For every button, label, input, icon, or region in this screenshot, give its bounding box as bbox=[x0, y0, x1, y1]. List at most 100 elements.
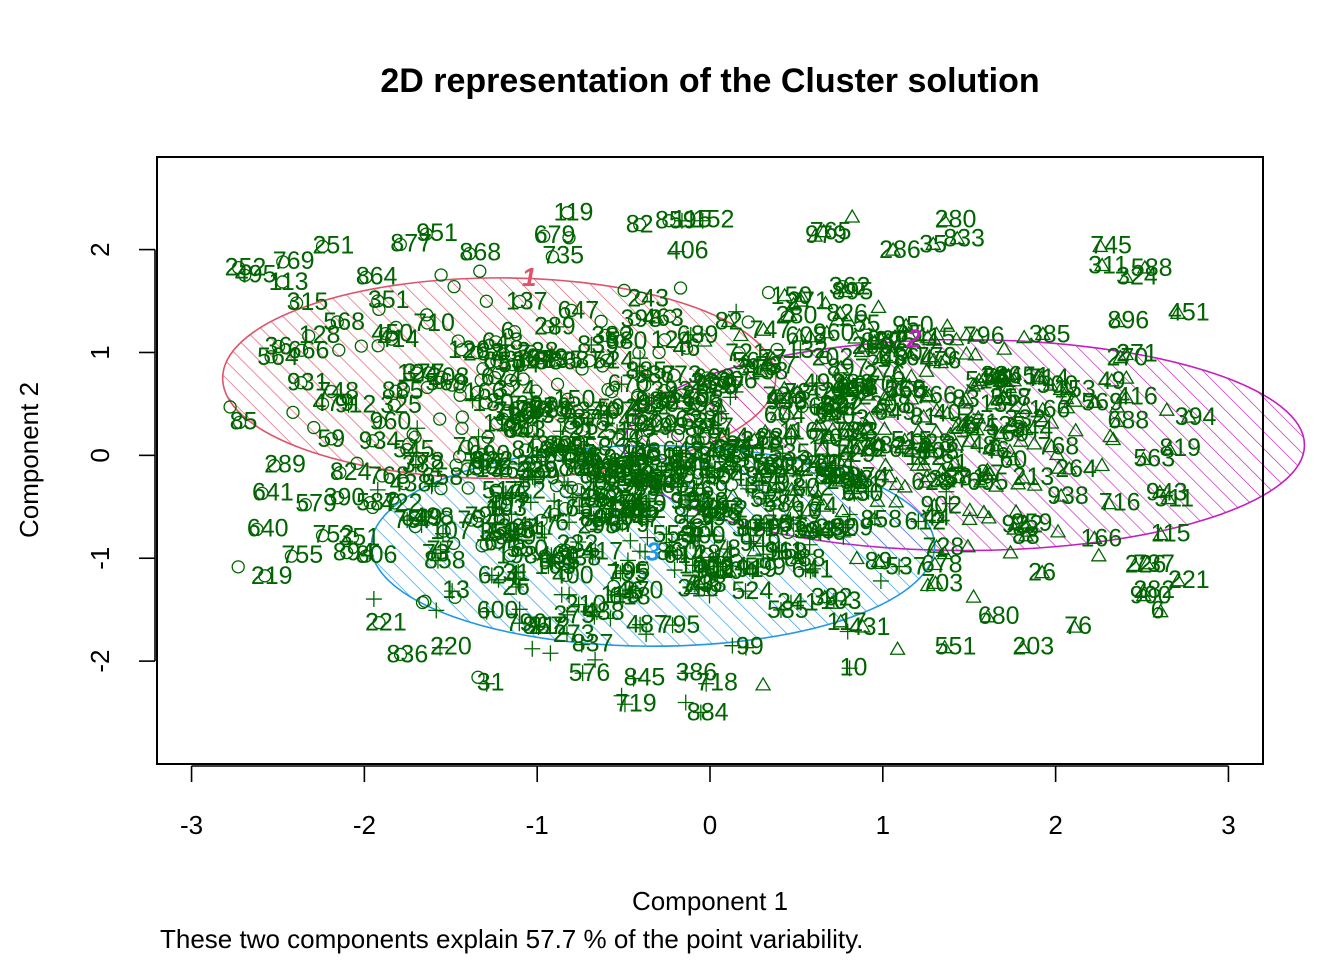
point-number-label: 119 bbox=[554, 199, 594, 227]
point-number-label: 35 bbox=[919, 230, 947, 258]
point-number-label: 790 bbox=[505, 609, 547, 637]
point-marker bbox=[791, 327, 808, 342]
point-marker bbox=[1093, 457, 1111, 472]
point-marker bbox=[579, 411, 594, 426]
point-marker bbox=[691, 528, 708, 545]
point-number-label: 959 bbox=[1011, 509, 1053, 537]
point-marker bbox=[513, 294, 527, 309]
point-number-label: 919 bbox=[736, 555, 778, 583]
point-marker bbox=[737, 583, 754, 600]
point-marker bbox=[968, 421, 985, 436]
labeled-point-text: 289 bbox=[264, 451, 306, 479]
point-marker bbox=[559, 606, 576, 623]
point-marker bbox=[1029, 367, 1047, 382]
point-number-label: 960 bbox=[813, 319, 855, 347]
point-marker bbox=[685, 532, 702, 549]
point-number-label: 884 bbox=[687, 698, 729, 726]
point-marker bbox=[921, 387, 938, 402]
point-number-label: 132 bbox=[786, 336, 828, 364]
point-number-label: 754 bbox=[457, 506, 499, 534]
point-number-label: 469 bbox=[576, 445, 618, 473]
labeled-point-text: 31 bbox=[477, 669, 505, 697]
point-marker bbox=[870, 437, 888, 452]
point-marker bbox=[729, 553, 743, 568]
point-number-label: 488 bbox=[583, 598, 625, 626]
point-marker bbox=[746, 542, 763, 557]
point-marker bbox=[832, 613, 849, 628]
point-marker bbox=[677, 487, 694, 504]
x-tick-label: -2 bbox=[353, 810, 376, 840]
point-marker bbox=[599, 437, 613, 451]
labeled-point-marker bbox=[1152, 603, 1169, 618]
point-number-label: 346 bbox=[690, 438, 732, 466]
point-marker bbox=[1005, 451, 1022, 466]
point-marker bbox=[415, 595, 430, 610]
point-marker bbox=[434, 481, 448, 496]
point-number-label: 167 bbox=[530, 442, 572, 470]
point-marker bbox=[926, 556, 944, 571]
labeled-point-text: 451 bbox=[1168, 298, 1210, 326]
point-number-label: 796 bbox=[963, 322, 1005, 350]
point-marker bbox=[476, 362, 490, 376]
point-marker bbox=[410, 455, 424, 469]
point-number-label: 710 bbox=[413, 309, 455, 337]
point-marker bbox=[677, 449, 692, 463]
point-number-label: 934 bbox=[359, 427, 401, 455]
point-marker bbox=[853, 468, 870, 483]
point-marker bbox=[916, 435, 933, 452]
point-number-label: 180 bbox=[846, 465, 888, 493]
point-number-label: 922 bbox=[670, 487, 712, 515]
point-marker bbox=[847, 329, 864, 344]
point-marker bbox=[372, 615, 386, 630]
point-number-label: 3 bbox=[855, 405, 869, 433]
point-marker bbox=[995, 389, 1012, 404]
point-marker bbox=[806, 399, 823, 416]
point-marker bbox=[605, 501, 622, 518]
labeled-point-marker bbox=[302, 329, 316, 343]
point-number-label: 771 bbox=[957, 409, 999, 437]
point-marker bbox=[927, 575, 944, 590]
point-marker bbox=[413, 517, 430, 534]
labeled-point-text: 406 bbox=[667, 237, 709, 265]
point-marker bbox=[1017, 421, 1034, 436]
point-number-label: 624 bbox=[478, 561, 520, 589]
point-number-label: 73 bbox=[422, 539, 450, 567]
point-number-label: 703 bbox=[921, 569, 963, 597]
point-marker bbox=[324, 384, 338, 399]
point-marker bbox=[559, 438, 574, 452]
labeled-point-text: 845 bbox=[624, 664, 666, 692]
point-number-label: 415 bbox=[914, 323, 956, 351]
point-number-label: 82 bbox=[715, 307, 743, 335]
point-marker bbox=[561, 392, 575, 406]
point-number-label: 286 bbox=[879, 236, 921, 264]
point-number-label: 888 bbox=[784, 544, 826, 572]
point-marker bbox=[633, 218, 647, 232]
point-marker bbox=[928, 538, 945, 553]
point-number-label: 623 bbox=[675, 406, 717, 434]
point-number-label: 833 bbox=[943, 225, 985, 253]
point-marker bbox=[627, 475, 644, 492]
point-marker bbox=[389, 384, 403, 398]
point-marker bbox=[925, 352, 942, 367]
point-marker bbox=[562, 446, 577, 461]
point-marker bbox=[570, 596, 587, 613]
labeled-point-marker bbox=[419, 227, 433, 241]
labeled-point-marker bbox=[315, 239, 330, 254]
point-marker bbox=[936, 545, 953, 560]
labeled-point-marker bbox=[1100, 495, 1117, 510]
point-number-label: 241 bbox=[777, 589, 819, 617]
point-marker bbox=[432, 541, 449, 558]
labeled-point-marker bbox=[1109, 413, 1126, 427]
point-marker bbox=[538, 549, 552, 563]
point-marker bbox=[642, 471, 659, 488]
point-marker bbox=[801, 536, 818, 553]
point-marker bbox=[1033, 369, 1050, 384]
point-marker bbox=[632, 616, 649, 633]
point-marker bbox=[453, 388, 467, 402]
point-marker bbox=[919, 577, 936, 592]
labeled-point-marker bbox=[232, 415, 247, 430]
point-number-label: 358 bbox=[479, 518, 521, 546]
point-number-label: 10 bbox=[794, 497, 822, 525]
point-marker bbox=[814, 384, 828, 399]
point-marker bbox=[551, 555, 568, 572]
